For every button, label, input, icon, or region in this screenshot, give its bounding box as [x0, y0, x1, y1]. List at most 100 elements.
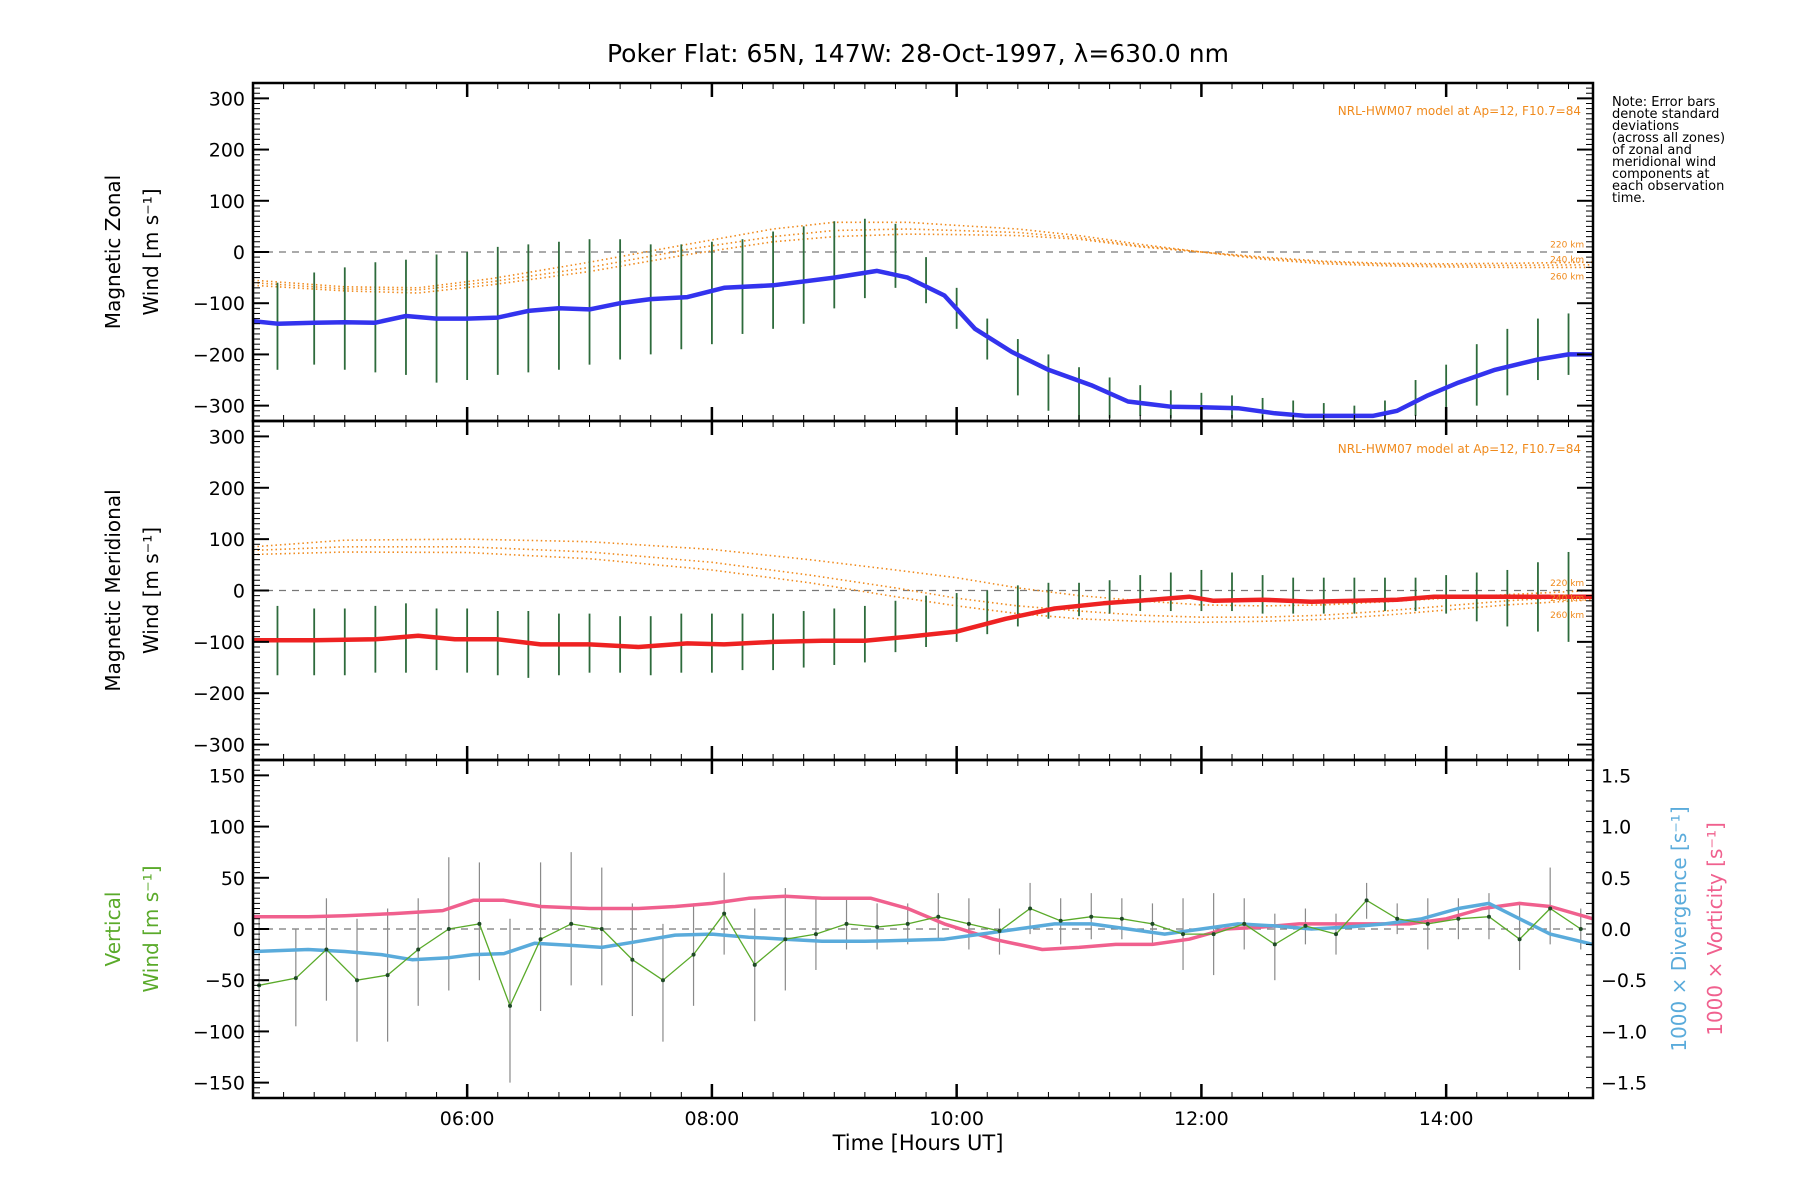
vertical-wind-point: [1425, 921, 1430, 926]
y-tick-label: −100: [193, 293, 245, 315]
model-annotation: NRL-HWM07 model at Ap=12, F10.7=84: [1338, 442, 1581, 456]
vertical-wind-line: [258, 899, 1582, 1008]
vertical-wind-point: [1028, 906, 1033, 911]
altitude-label: 260 km: [1550, 273, 1584, 283]
vertical-wind-point: [416, 947, 421, 952]
y-tick-label: 0: [233, 581, 245, 603]
altitude-label: 260 km: [1550, 611, 1584, 621]
model-line-240: [253, 228, 1593, 291]
vertical-wind-point: [1181, 932, 1186, 937]
y-tick-label: 200: [209, 140, 245, 162]
note-line: of zonal and: [1612, 143, 1692, 158]
vertical-wind-point: [1578, 927, 1583, 931]
x-tick-label: 08:00: [685, 1108, 740, 1130]
data-layer: [253, 218, 1593, 1083]
vertical-wind-point: [1486, 914, 1491, 919]
vertical-wind-point: [752, 962, 757, 967]
note-line: time.: [1612, 191, 1646, 206]
note-line: Note: Error bars: [1612, 95, 1716, 110]
vertical-wind-point: [324, 947, 329, 952]
vertical-wind-point: [538, 937, 543, 942]
vorticity-axis-title: 1000 × Vorticity [s⁻¹]: [1703, 822, 1727, 1036]
note-line: meridional wind: [1612, 155, 1716, 170]
vertical-wind-point: [1517, 937, 1522, 942]
vertical-wind-point: [966, 921, 971, 926]
divergence-line: [253, 901, 1593, 962]
y-tick-label: −150: [193, 1073, 245, 1095]
y-tick-label: 100: [209, 191, 245, 213]
y-tick-label-right: 0.0: [1601, 919, 1631, 941]
vertical-wind-point: [507, 1003, 512, 1008]
meridional-wind-line: [253, 594, 1593, 650]
chart-title: Poker Flat: 65N, 147W: 28-Oct-1997, λ=63…: [607, 39, 1229, 68]
vertical-wind-point: [813, 932, 818, 937]
vertical-wind-point: [783, 937, 788, 942]
y-tick-label-right: 0.5: [1601, 868, 1631, 890]
y-tick-label: 50: [221, 868, 245, 890]
y-tick-label: 300: [209, 426, 245, 448]
vertical-wind-point: [446, 927, 451, 931]
vertical-wind-point: [1364, 898, 1369, 903]
vertical-wind-point: [385, 973, 390, 978]
vertical-wind-point: [1058, 918, 1063, 923]
vertical-wind-point: [691, 952, 696, 957]
panel-zonal-plot: [253, 218, 1593, 421]
altitude-label: 240 km: [1550, 256, 1584, 266]
vertical-wind-point: [630, 957, 635, 962]
y-axis-title-line: Wind [m s⁻¹]: [139, 527, 163, 654]
vertical-wind-point: [1334, 932, 1339, 937]
model-line-240: [253, 545, 1593, 619]
y-tick-label: 200: [209, 478, 245, 500]
x-tick-label: 14:00: [1419, 1108, 1474, 1130]
y-axis-title-line: Wind [m s⁻¹]: [139, 865, 163, 992]
vertical-wind-point: [1456, 916, 1461, 921]
x-tick-label: 12:00: [1174, 1108, 1229, 1130]
vertical-wind-point: [1242, 921, 1247, 926]
model-line-260: [253, 233, 1593, 294]
note-line: (across all zones): [1612, 131, 1725, 146]
vertical-wind-point: [660, 978, 665, 983]
vertical-wind-point: [997, 929, 1002, 934]
y-tick-label-right: 1.5: [1601, 765, 1631, 787]
y-axis-title-line: Vertical: [101, 892, 125, 967]
axes-layer: [251, 81, 1595, 1100]
y-tick-label-right: −1.5: [1601, 1073, 1647, 1095]
vertical-wind-point: [477, 921, 482, 926]
y-tick-label: −200: [193, 344, 245, 366]
note-line: each observation: [1612, 179, 1724, 194]
text-layer: Poker Flat: 65N, 147W: 28-Oct-1997, λ=63…: [101, 39, 1727, 1155]
y-tick-label: 300: [209, 88, 245, 110]
y-axis-title-line: Wind [m s⁻¹]: [139, 188, 163, 315]
vertical-wind-point: [1211, 932, 1216, 937]
vertical-wind-point: [844, 921, 849, 926]
y-tick-label: −100: [193, 1021, 245, 1043]
y-tick-label: −100: [193, 632, 245, 654]
y-tick-label: −300: [193, 735, 245, 757]
vertical-wind-point: [1395, 916, 1400, 921]
vertical-wind-point: [1548, 906, 1553, 911]
vertical-wind-point: [1119, 916, 1124, 921]
x-tick-label: 06:00: [440, 1108, 495, 1130]
y-tick-label: 0: [233, 919, 245, 941]
vertical-wind-point: [569, 921, 574, 926]
vertical-wind-point: [1303, 923, 1308, 928]
vertical-wind-point: [599, 927, 604, 931]
note-line: deviations: [1612, 119, 1679, 134]
vertical-wind-point: [722, 911, 727, 916]
model-line-220: [253, 538, 1593, 607]
x-axis-title: Time [Hours UT]: [832, 1131, 1004, 1155]
zonal-wind-line: [253, 268, 1593, 419]
y-tick-label: 100: [209, 529, 245, 551]
altitude-label: 220 km: [1550, 579, 1584, 589]
y-tick-label: 100: [209, 817, 245, 839]
y-axis-title-line: Magnetic Meridional: [101, 489, 125, 691]
model-line-260: [253, 551, 1593, 624]
y-tick-label: −50: [205, 970, 245, 992]
note-line: denote standard: [1612, 107, 1719, 122]
x-tick-label: 10:00: [929, 1108, 984, 1130]
y-tick-label: −200: [193, 683, 245, 705]
vertical-wind-point: [1150, 921, 1155, 926]
vertical-wind-point: [905, 921, 910, 926]
